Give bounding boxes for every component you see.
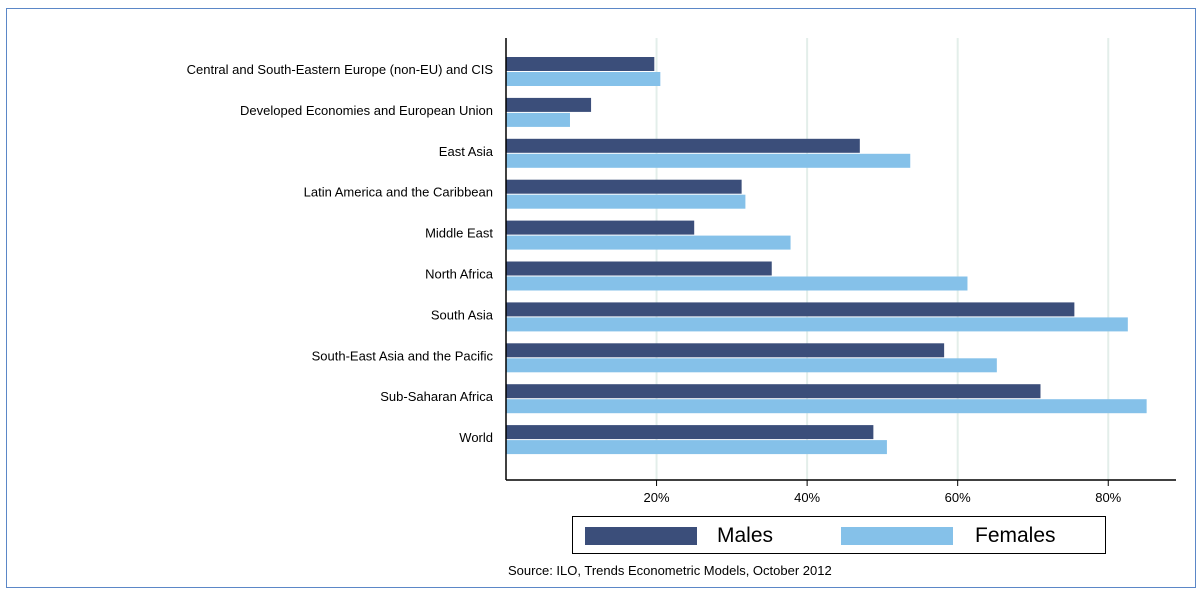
bar-males: [506, 302, 1075, 317]
category-label: Sub-Saharan Africa: [380, 389, 494, 404]
bar-females: [506, 72, 661, 86]
category-label: South Asia: [431, 307, 494, 322]
x-tick-label: 60%: [945, 490, 971, 505]
category-labels: Central and South-Eastern Europe (non-EU…: [187, 62, 494, 445]
category-label: East Asia: [439, 144, 494, 159]
x-axis-ticks: 20% 40% 60% 80%: [644, 480, 1122, 505]
category-label: South-East Asia and the Pacific: [312, 348, 494, 363]
bar-females: [506, 194, 746, 209]
category-label: Developed Economies and European Union: [240, 103, 493, 118]
bar-females: [506, 399, 1147, 414]
x-tick-label: 40%: [794, 490, 820, 505]
bar-males: [506, 97, 592, 112]
bar-females: [506, 153, 911, 168]
bar-males: [506, 261, 772, 276]
legend-label-males: Males: [717, 524, 774, 547]
source-note: Source: ILO, Trends Econometric Models, …: [508, 563, 832, 578]
bars: [506, 57, 1147, 455]
bar-males: [506, 138, 860, 153]
category-label: Latin America and the Caribbean: [304, 185, 493, 200]
grid-lines: [655, 38, 1110, 480]
chart-frame: [6, 8, 1196, 588]
bar-males: [506, 425, 874, 440]
bar-females: [506, 276, 968, 291]
category-label: Middle East: [425, 226, 493, 241]
bar-males: [506, 57, 655, 71]
bar-females: [506, 112, 570, 127]
bar-males: [506, 220, 695, 235]
category-label: North Africa: [425, 267, 494, 282]
bar-females: [506, 358, 997, 373]
x-tick-label: 20%: [644, 490, 670, 505]
legend-swatch-females: [841, 527, 953, 545]
bar-females: [506, 440, 887, 455]
category-label: World: [459, 430, 493, 445]
bar-males: [506, 384, 1041, 399]
bar-males: [506, 179, 742, 194]
bar-females: [506, 317, 1128, 332]
x-tick-label: 80%: [1095, 490, 1121, 505]
legend-swatch-males: [585, 527, 697, 545]
bar-females: [506, 235, 791, 250]
category-label: Central and South-Eastern Europe (non-EU…: [187, 62, 494, 77]
legend-label-females: Females: [975, 524, 1056, 547]
legend: Males Females: [572, 516, 1106, 554]
bar-males: [506, 343, 945, 358]
